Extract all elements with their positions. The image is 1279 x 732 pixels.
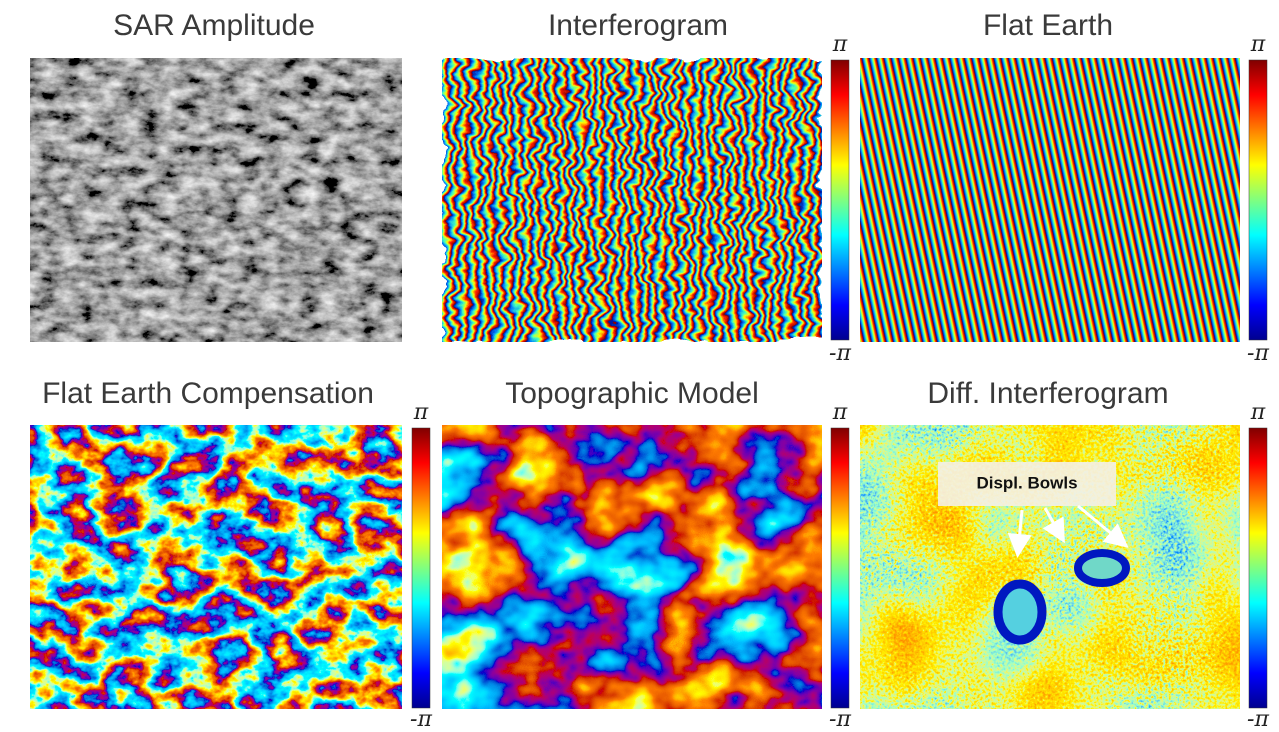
colorbar-min: -π <box>1247 707 1269 732</box>
colorbar-max: π <box>413 400 429 425</box>
sar-image <box>30 58 402 342</box>
colorbar <box>1249 60 1267 340</box>
panel-title: Diff. Interferogram <box>927 377 1168 410</box>
panel-title: Flat Earth Compensation <box>42 377 374 410</box>
panel-title: SAR Amplitude <box>113 9 315 42</box>
topographic-image <box>442 425 822 709</box>
colorbar-min: -π <box>410 707 432 732</box>
colorbar-min: -π <box>1247 341 1269 366</box>
displacement-bowl <box>1078 553 1126 583</box>
colorbar-max: π <box>1250 400 1266 425</box>
figure: SAR Amplitude Interferogram π -π Flat Ea… <box>0 0 1279 732</box>
panel-title: Interferogram <box>548 9 728 42</box>
flat-earth-image <box>860 58 1240 342</box>
colorbar-max: π <box>832 32 848 57</box>
interferogram-image <box>442 58 822 342</box>
colorbar-min: -π <box>829 707 851 732</box>
colorbar-max: π <box>1250 32 1266 57</box>
colorbar <box>831 428 849 708</box>
panel-title: Topographic Model <box>505 377 759 410</box>
compensation-image <box>30 425 402 709</box>
annotation: Displ. Bowls <box>976 473 1077 492</box>
colorbar <box>1249 428 1267 708</box>
colorbar <box>831 60 849 340</box>
panel-title: Flat Earth <box>983 9 1113 42</box>
colorbar-min: -π <box>829 341 851 366</box>
colorbar <box>412 428 430 708</box>
colorbar-max: π <box>832 400 848 425</box>
displacement-bowl <box>998 584 1042 640</box>
